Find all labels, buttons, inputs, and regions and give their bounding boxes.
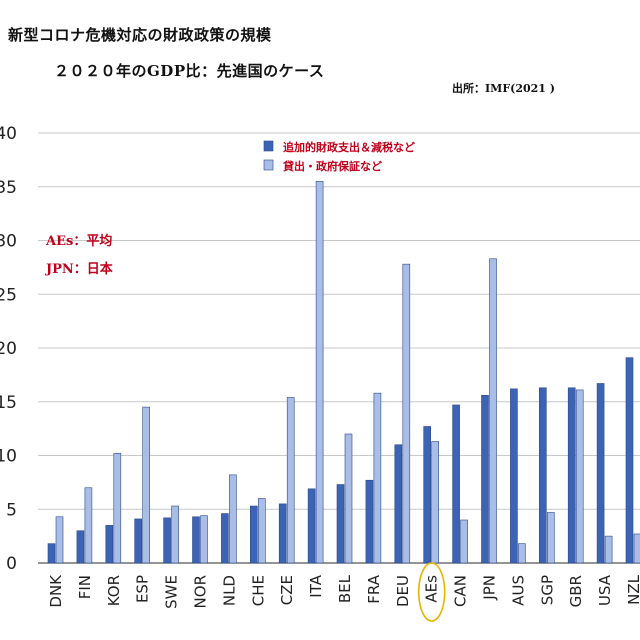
y-tick-label: 0: [6, 554, 17, 574]
bar-aus-series2: [518, 543, 526, 564]
note-jpn: JPN：日本: [45, 261, 113, 277]
x-tick-label-aus: AUS: [509, 575, 527, 606]
y-tick-label: 20: [0, 339, 17, 359]
x-tick-label-nzl: NZL: [625, 574, 640, 604]
x-tick-label-deu: DEU: [394, 575, 412, 607]
x-tick-label-fra: FRA: [365, 574, 383, 603]
bar-kor-series1: [105, 525, 114, 564]
bar-nzl-series1: [625, 357, 634, 564]
x-tick-label-dnk: DNK: [47, 574, 65, 608]
x-tick-label-cze: CZE: [278, 575, 296, 605]
bar-nor-series1: [192, 516, 200, 564]
bar-swe-series1: [163, 517, 171, 564]
bar-dnk-series2: [55, 516, 64, 564]
x-tick-label-gbr: GBR: [567, 575, 585, 607]
x-tick-label-usa: USA: [596, 574, 614, 606]
y-tick-label: 25: [0, 285, 17, 305]
highlight-ellipse: [417, 562, 446, 622]
bar-dnk-series1: [47, 543, 56, 564]
bar-fin-series2: [84, 487, 93, 564]
legend-swatch-series2: [263, 159, 274, 171]
legend: 追加的財政支出＆減税など 貸出・政府保証など: [263, 140, 415, 173]
bar-can-series2: [460, 519, 468, 564]
note-aes: AEs：平均: [45, 233, 112, 249]
bar-can-series1: [452, 404, 460, 564]
legend-swatch-series1: [263, 140, 274, 152]
bar-gbr-series1: [567, 387, 576, 564]
bar-nld-series1: [221, 513, 229, 564]
bar-usa-series1: [596, 383, 605, 564]
bars: [47, 181, 640, 564]
bar-ita-series1: [307, 488, 316, 564]
bar-sgp-series1: [538, 387, 547, 564]
bar-fra-series1: [365, 479, 374, 564]
bar-nor-series2: [200, 515, 208, 564]
x-tick-label-esp: ESP: [134, 575, 152, 603]
x-tick-label-aes: AEs: [423, 575, 441, 603]
bar-cze-series2: [286, 397, 295, 564]
source-note: 出所：IMF(2021 ): [452, 82, 555, 95]
x-tick-label-fin: FIN: [76, 575, 94, 599]
y-tick-label: 10: [0, 447, 17, 467]
x-tick-label-bel: BEL: [336, 574, 354, 603]
bar-kor-series2: [113, 453, 122, 564]
highlight-ellipse-aes: [417, 562, 446, 622]
y-tick-label: 15: [0, 393, 17, 413]
y-tick-labels: 0 5 10 15 20 25 30 35 40: [0, 124, 17, 574]
bar-gbr-series2: [575, 389, 584, 564]
legend-label-series2: 貸出・政府保証など: [282, 159, 382, 173]
x-tick-label-nld: NLD: [220, 575, 238, 606]
bar-aus-series1: [510, 388, 518, 564]
chart-subtitle: ２０２０年のGDP比：先進国のケース: [54, 62, 325, 80]
bar-swe-series2: [171, 505, 179, 564]
bar-che-series2: [257, 498, 266, 564]
y-tick-label: 35: [0, 178, 17, 198]
x-tick-label-jpn: JPN: [481, 575, 499, 601]
bar-fin-series1: [76, 530, 85, 564]
bar-nzl-series2: [633, 533, 640, 564]
bar-bel-series1: [336, 484, 345, 564]
bar-usa-series2: [604, 535, 613, 564]
x-tick-label-ita: ITA: [307, 574, 325, 597]
bar-aes-series1: [423, 426, 432, 564]
y-tick-label: 5: [6, 500, 17, 520]
y-tick-label: 30: [0, 232, 17, 252]
legend-label-series1: 追加的財政支出＆減税など: [283, 140, 415, 154]
bar-sgp-series2: [546, 512, 555, 564]
bar-jpn-series1: [481, 394, 489, 564]
bar-che-series1: [250, 505, 258, 564]
bar-esp-series1: [134, 518, 142, 564]
bar-nld-series2: [229, 474, 237, 564]
bar-ita-series2: [315, 181, 324, 564]
x-tick-label-swe: SWE: [163, 575, 181, 609]
bar-cze-series1: [278, 503, 287, 564]
chart-title: 新型コロナ危機対応の財政政策の規模: [8, 26, 272, 44]
x-tick-label-kor: KOR: [105, 575, 123, 606]
bar-bel-series2: [344, 433, 353, 564]
bar-deu-series2: [402, 263, 411, 564]
bar-fra-series2: [373, 392, 382, 564]
x-tick-label-sgp: SGP: [538, 575, 556, 605]
bar-aes-series2: [431, 441, 440, 564]
x-tick-label-che: CHE: [249, 575, 267, 606]
bar-deu-series1: [394, 444, 403, 564]
bar-jpn-series2: [489, 258, 497, 564]
x-tick-label-can: CAN: [452, 575, 470, 607]
y-tick-label: 40: [0, 124, 17, 144]
x-tick-labels: DNK FIN KOR ESP SWE NOR NLD CHE CZE ITA BEL FRA DEU A…: [47, 574, 640, 609]
x-tick-label-nor: NOR: [192, 575, 210, 608]
bar-esp-series2: [142, 406, 150, 564]
